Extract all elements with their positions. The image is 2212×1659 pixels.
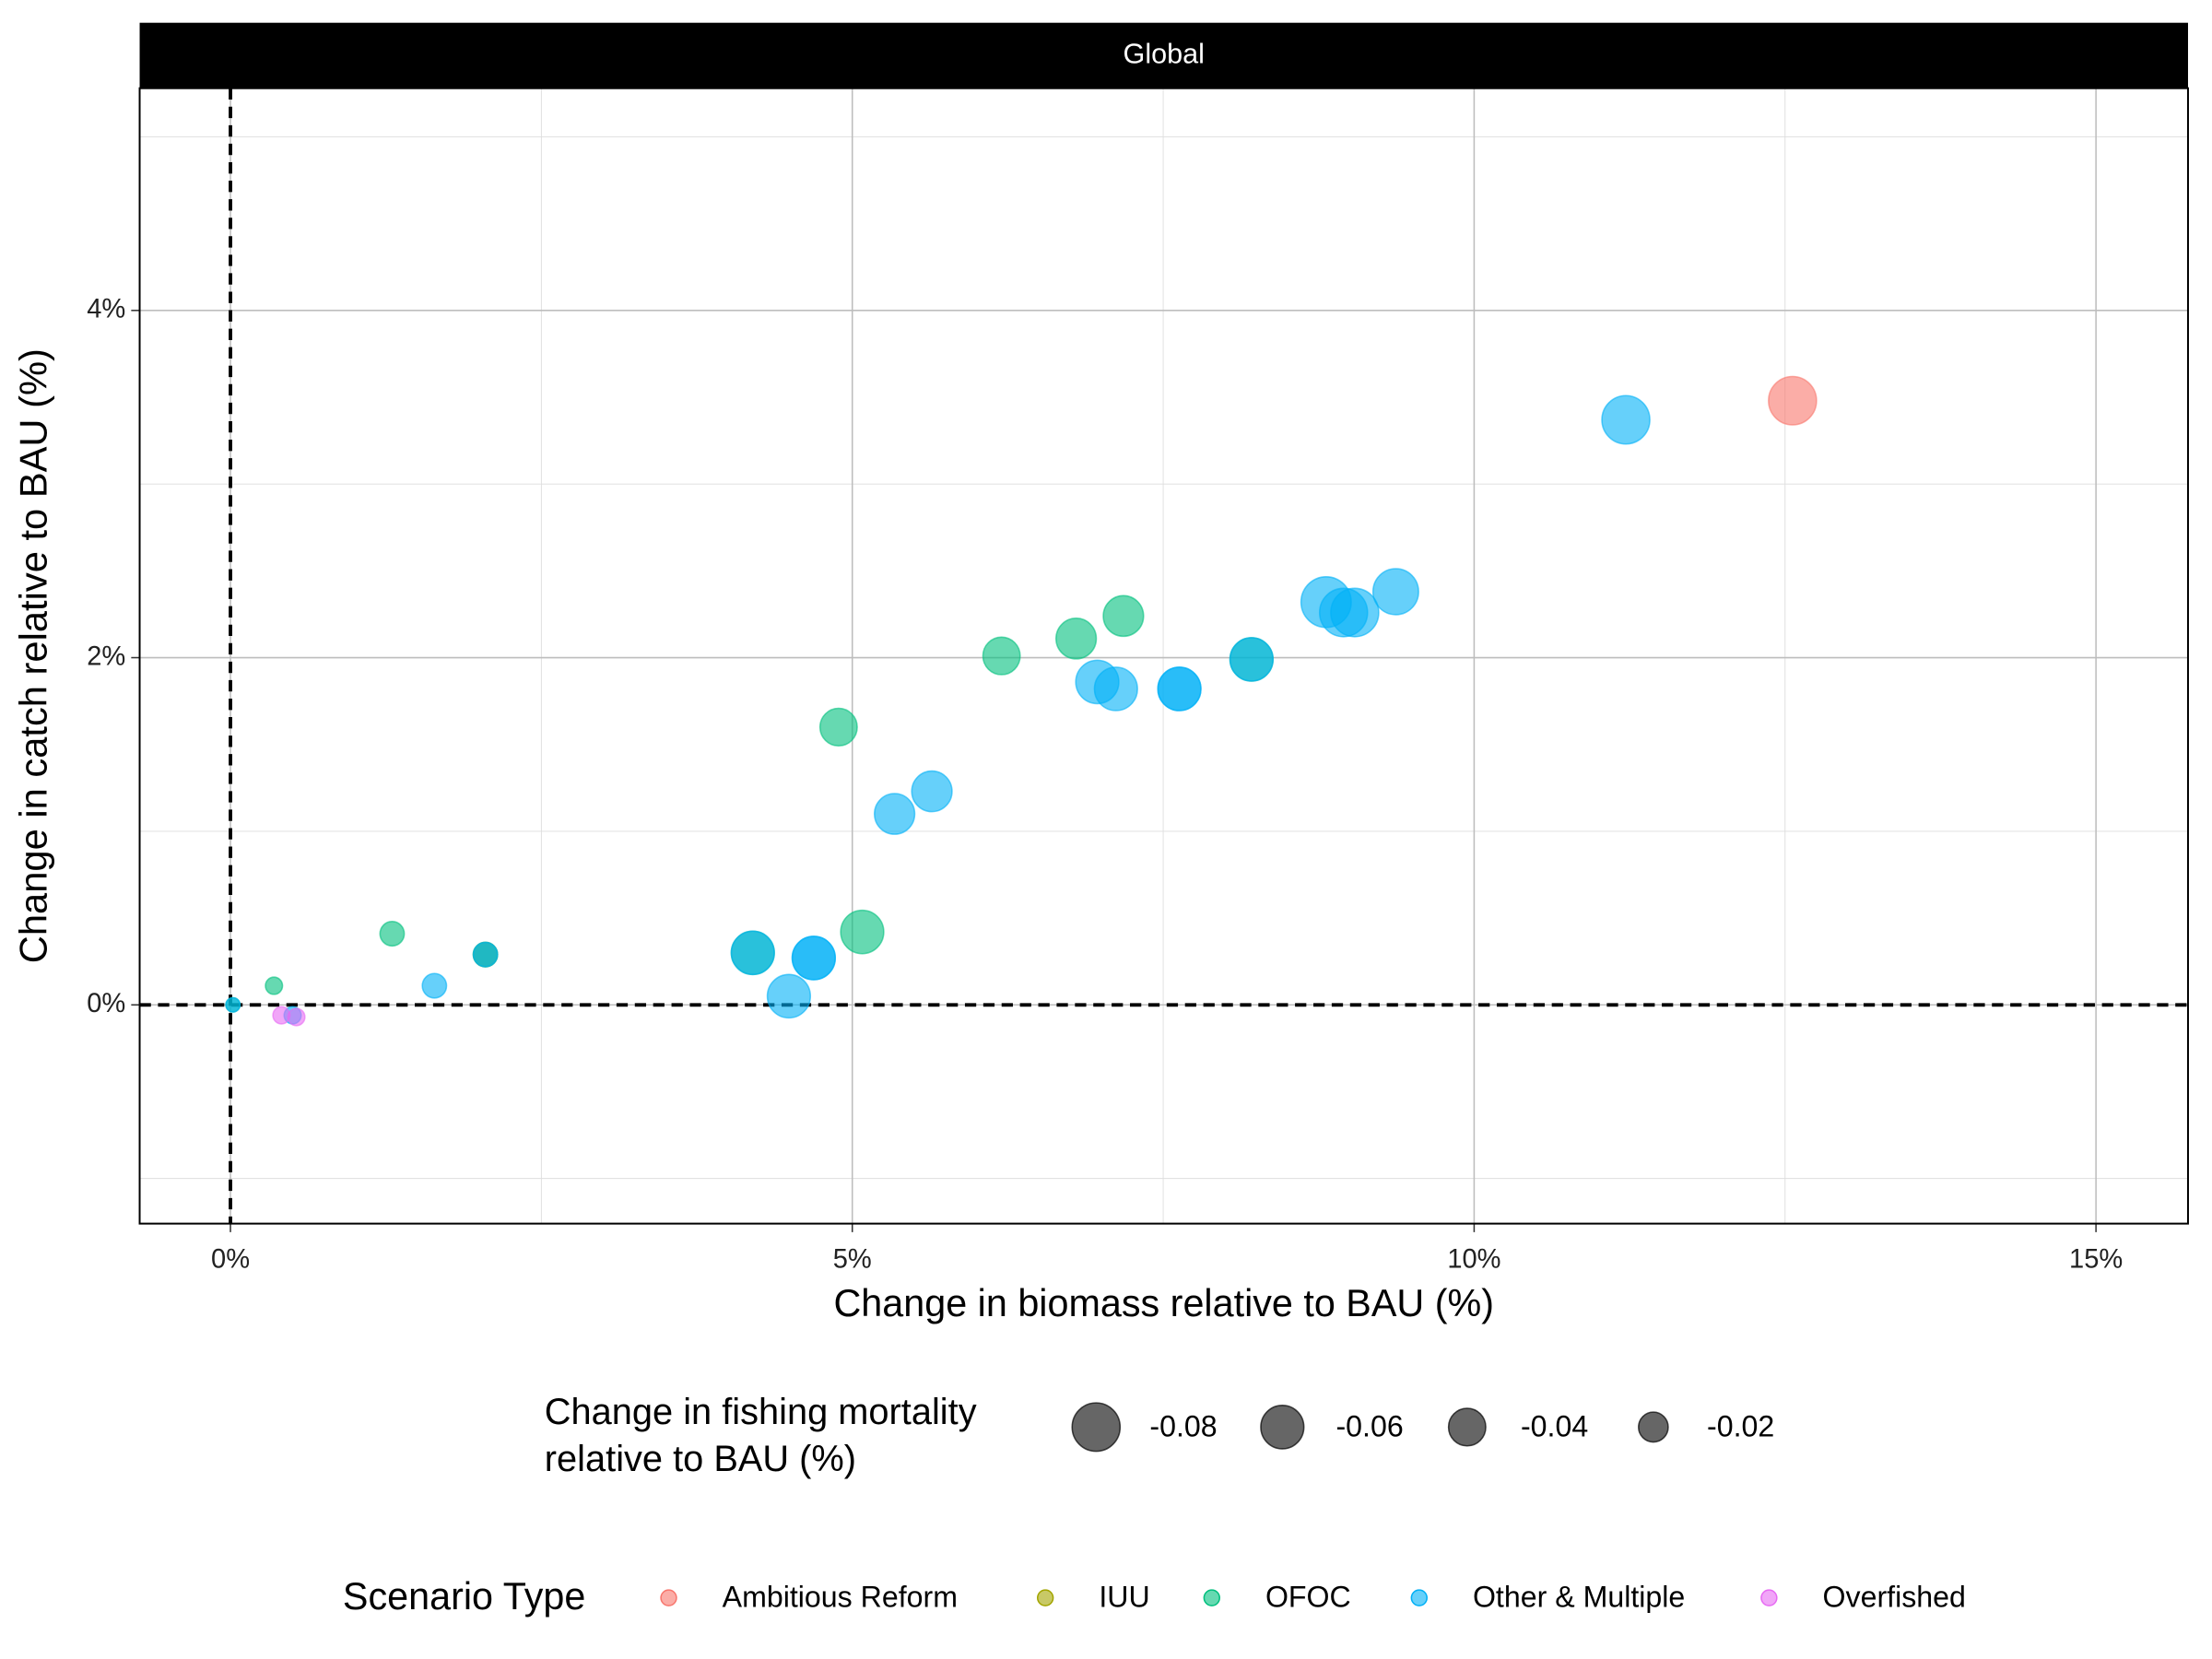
legend-label: Other & Multiple bbox=[1473, 1581, 1685, 1614]
panel-border bbox=[138, 87, 2189, 1225]
point bbox=[1229, 637, 1275, 682]
size-legend-title: Change in fishing mortality bbox=[545, 1392, 977, 1432]
legend-key bbox=[1037, 1589, 1054, 1606]
facet-label: Global bbox=[1124, 37, 1205, 69]
point bbox=[1157, 666, 1202, 712]
facet-strip bbox=[139, 22, 2188, 88]
point bbox=[1768, 375, 1818, 426]
x-tick-label: 10% bbox=[1447, 1244, 1500, 1274]
x-axis-title: Change in biomass relative to BAU (%) bbox=[833, 1281, 1494, 1324]
point bbox=[840, 909, 885, 955]
legend-label: OFOC bbox=[1265, 1581, 1351, 1614]
y-tick-label: 4% bbox=[87, 294, 125, 324]
point bbox=[472, 941, 499, 968]
x-tick-label: 5% bbox=[833, 1244, 872, 1274]
size-legend-label: -0.04 bbox=[1521, 1409, 1588, 1442]
point bbox=[379, 921, 406, 947]
y-axis-title: Change in catch relative to BAU (%) bbox=[12, 348, 55, 963]
legend-label: Ambitious Reform bbox=[723, 1581, 958, 1614]
point bbox=[1601, 394, 1651, 445]
point bbox=[1093, 666, 1138, 712]
point bbox=[265, 976, 284, 995]
point bbox=[911, 770, 953, 813]
size-legend-key bbox=[1071, 1402, 1122, 1453]
size-legend-key bbox=[1638, 1411, 1669, 1443]
point bbox=[730, 930, 775, 976]
legend-label: IUU bbox=[1099, 1581, 1149, 1614]
x-tick-label: 15% bbox=[2069, 1244, 2123, 1274]
legend-label: Overfished bbox=[1823, 1581, 1966, 1614]
size-legend-label: -0.08 bbox=[1149, 1409, 1217, 1442]
legend-key bbox=[1203, 1589, 1220, 1606]
x-tick-label: 0% bbox=[211, 1244, 250, 1274]
point bbox=[225, 996, 241, 1013]
size-legend-title: relative to BAU (%) bbox=[545, 1439, 856, 1479]
point bbox=[791, 935, 837, 981]
legend-key bbox=[660, 1589, 677, 1606]
legend-key bbox=[1760, 1589, 1778, 1606]
point bbox=[421, 972, 448, 999]
point bbox=[766, 973, 812, 1019]
point bbox=[818, 707, 858, 747]
size-legend-label: -0.06 bbox=[1335, 1409, 1403, 1442]
point bbox=[1102, 594, 1145, 638]
y-tick-label: 2% bbox=[87, 641, 125, 671]
point bbox=[982, 636, 1021, 676]
legend-key bbox=[1410, 1589, 1428, 1606]
point bbox=[1330, 587, 1380, 638]
point bbox=[873, 793, 916, 835]
legend-title: Scenario Type bbox=[343, 1574, 585, 1618]
point bbox=[1371, 568, 1419, 616]
point bbox=[1055, 618, 1098, 660]
size-legend-label: -0.02 bbox=[1707, 1409, 1774, 1442]
size-legend-key bbox=[1260, 1405, 1305, 1450]
size-legend-key bbox=[1447, 1407, 1487, 1447]
y-tick-label: 0% bbox=[87, 989, 125, 1018]
point bbox=[287, 1007, 306, 1027]
